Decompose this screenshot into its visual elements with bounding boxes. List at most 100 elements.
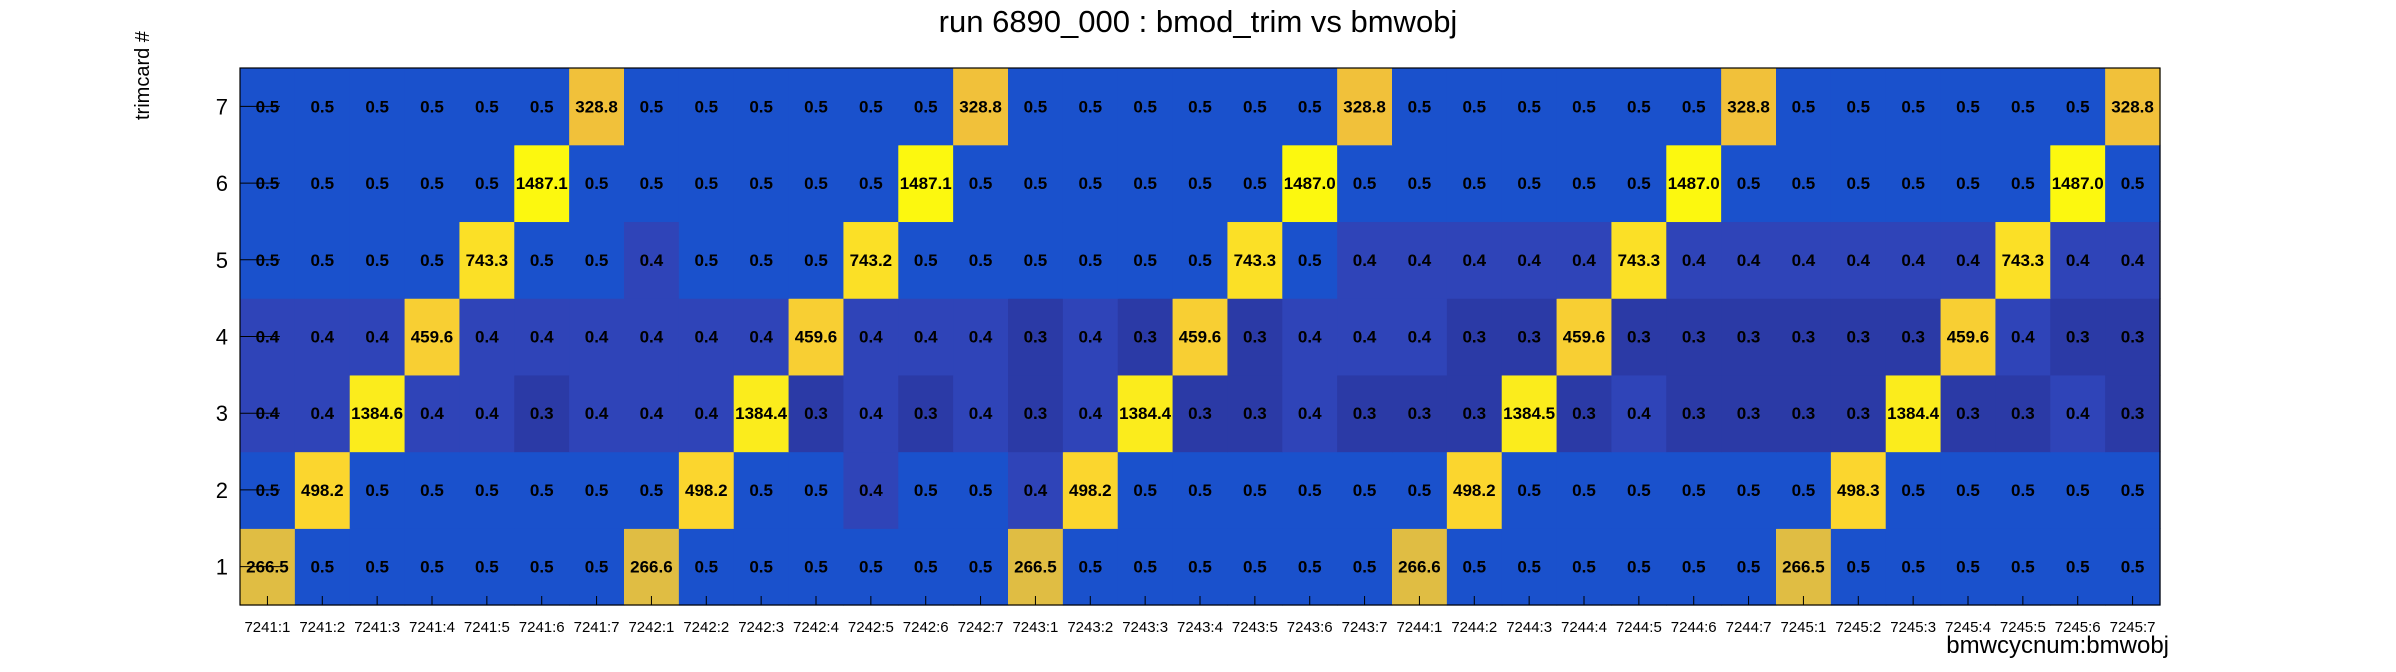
cell-value-label: 498.2	[301, 481, 344, 500]
heatmap-cell	[733, 221, 790, 299]
cell-value-label: 0.3	[914, 404, 938, 423]
heatmap-cell	[1117, 374, 1174, 453]
cell-value-label: 0.4	[2066, 251, 2090, 270]
heatmap-cell	[1501, 451, 1558, 529]
heatmap-cell	[459, 68, 515, 146]
cell-value-label: 0.3	[1024, 404, 1048, 423]
heatmap-cell	[898, 451, 954, 529]
cell-value-label: 0.5	[1682, 97, 1706, 116]
cell-value-label: 1384.4	[1887, 404, 1940, 423]
heatmap-cell	[733, 451, 790, 529]
heatmap-cell	[294, 374, 351, 453]
cell-value-label: 0.5	[310, 251, 334, 270]
heatmap-cell	[569, 451, 625, 529]
heatmap-cell	[569, 298, 625, 376]
heatmap-cell	[294, 528, 351, 606]
cell-value-label: 0.5	[914, 251, 938, 270]
heatmap-cell	[1172, 68, 1229, 146]
cell-value-label: 459.6	[795, 328, 838, 347]
cell-value-label: 0.5	[420, 174, 444, 193]
cell-value-label: 0.4	[1846, 251, 1870, 270]
cell-value-label: 0.5	[530, 481, 554, 500]
heatmap-cell	[1666, 298, 1722, 376]
heatmap-cell	[1392, 451, 1448, 529]
cell-value-label: 328.8	[1727, 97, 1770, 116]
heatmap-cell	[2105, 451, 2161, 529]
cell-value-label: 0.5	[1682, 558, 1706, 577]
heatmap-cell	[953, 374, 1009, 453]
heatmap-cell	[843, 528, 899, 606]
cell-value-label: 0.5	[914, 97, 938, 116]
cell-value-label: 0.5	[859, 97, 883, 116]
cell-value-label: 0.5	[475, 481, 499, 500]
heatmap-cell	[569, 374, 625, 453]
heatmap-cell	[459, 144, 515, 223]
cell-value-label: 0.5	[2066, 481, 2090, 500]
heatmap-cell	[1337, 68, 1393, 146]
cell-value-label: 0.5	[804, 97, 828, 116]
cell-value-label: 0.5	[804, 558, 828, 577]
cell-value-label: 0.5	[420, 251, 444, 270]
cell-value-label: 328.8	[959, 97, 1002, 116]
cell-value-label: 0.5	[2011, 174, 2035, 193]
cell-value-label: 0.5	[365, 97, 389, 116]
cell-value-label: 0.5	[1901, 558, 1925, 577]
cell-value-label: 498.2	[1069, 481, 1112, 500]
cell-value-label: 459.6	[1179, 328, 1222, 347]
y-axis-label: trimcard #	[132, 31, 154, 120]
cell-value-label: 0.5	[2011, 97, 2035, 116]
cell-value-label: 1384.5	[1503, 404, 1555, 423]
cell-value-label: 0.5	[530, 97, 554, 116]
cell-value-label: 0.5	[1353, 558, 1377, 577]
cell-value-label: 0.4	[640, 404, 664, 423]
cell-value-label: 0.5	[310, 174, 334, 193]
cell-value-label: 0.5	[969, 174, 993, 193]
cell-value-label: 0.5	[475, 174, 499, 193]
x-tick-label: 7242:6	[903, 619, 949, 636]
heatmap-cell	[2105, 221, 2161, 299]
cell-value-label: 1487.0	[2052, 174, 2104, 193]
cell-value-label: 328.8	[1343, 97, 1386, 116]
heatmap-cell	[898, 298, 954, 376]
heatmap-cell	[678, 144, 735, 223]
heatmap-cell	[1830, 221, 1887, 299]
cell-value-label: 0.5	[694, 558, 718, 577]
heatmap-cell	[349, 144, 406, 223]
cell-value-label: 0.5	[749, 481, 773, 500]
heatmap-cell	[1446, 221, 1503, 299]
cell-value-label: 0.4	[749, 328, 773, 347]
cell-value-label: 0.5	[1901, 174, 1925, 193]
cell-value-label: 0.5	[1298, 97, 1322, 116]
cell-value-label: 1384.4	[735, 404, 788, 423]
x-tick-label: 7244:4	[1561, 619, 1607, 636]
cell-value-label: 0.3	[1956, 404, 1980, 423]
cell-value-label: 0.5	[1024, 97, 1048, 116]
heatmap-cell	[1721, 68, 1777, 146]
cell-value-label: 0.5	[1243, 558, 1267, 577]
heatmap-cell	[678, 221, 735, 299]
cell-value-label: 0.3	[530, 404, 554, 423]
x-tick-label: 7243:6	[1287, 619, 1333, 636]
cell-value-label: 459.6	[411, 328, 454, 347]
heatmap-cell	[1885, 221, 1942, 299]
cell-value-label: 0.5	[310, 97, 334, 116]
cell-value-label: 0.5	[365, 174, 389, 193]
heatmap-cell	[294, 144, 351, 223]
heatmap-cell	[404, 221, 461, 299]
heatmap-cell	[514, 528, 570, 606]
cell-value-label: 0.4	[1024, 481, 1048, 500]
cell-value-label: 0.4	[310, 404, 334, 423]
heatmap-cell	[1501, 528, 1558, 606]
heatmap-cell	[569, 144, 625, 223]
cell-value-label: 0.5	[1682, 481, 1706, 500]
heatmap-cell	[1995, 68, 2051, 146]
cell-value-label: 0.4	[2011, 328, 2035, 347]
heatmap-cell	[898, 68, 954, 146]
cell-value-label: 0.4	[1353, 328, 1377, 347]
x-tick-label: 7241:7	[574, 619, 620, 636]
cell-value-label: 0.4	[310, 328, 334, 347]
cell-value-label: 0.4	[694, 328, 718, 347]
heatmap-cell	[404, 68, 461, 146]
cell-value-label: 0.5	[585, 481, 609, 500]
heatmap-cell	[1995, 451, 2051, 529]
